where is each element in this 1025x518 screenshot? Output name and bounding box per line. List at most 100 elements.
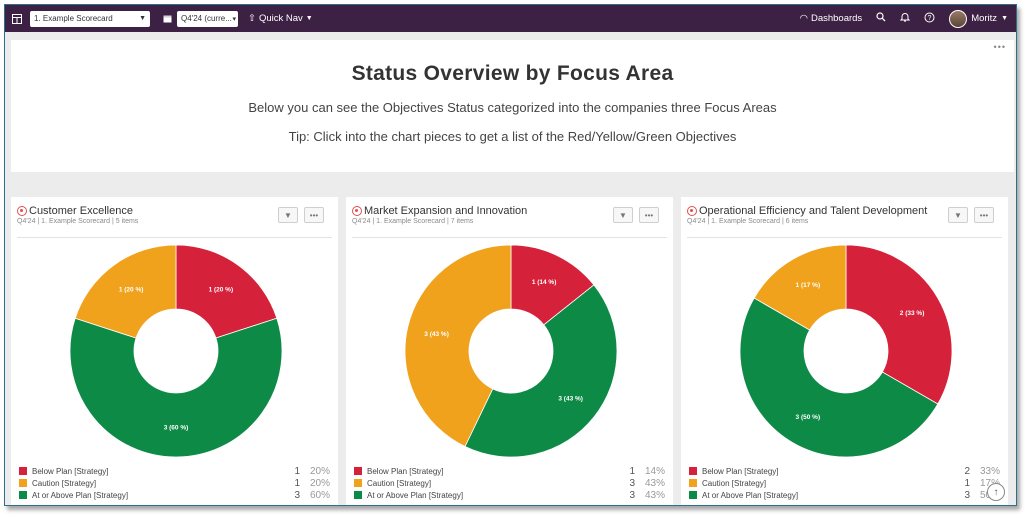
- donut-chart: 2 (33 %) 3 (50 %) 1 (17 %): [739, 244, 953, 458]
- dashboards-label: Dashboards: [810, 13, 863, 24]
- legend-percent: 14%: [644, 465, 665, 477]
- scorecard-select[interactable]: 1. Example Scorecard ▼: [30, 10, 150, 27]
- more-options-icon: •••: [309, 210, 319, 220]
- page-title: Status Overview by Focus Area: [351, 62, 674, 85]
- user-name: Moritz: [971, 13, 998, 24]
- navigation-icon: ⇧: [248, 13, 256, 24]
- scroll-to-top-button[interactable]: ↑: [987, 483, 1005, 501]
- period-select-value: Q4'24 (curre...: [181, 14, 232, 23]
- slice-label: 3 (60 %): [164, 424, 189, 431]
- filter-button[interactable]: ▼: [948, 207, 968, 223]
- chart-legend: Below Plan [Strategy] 1 14% Caution [Strat…: [354, 465, 667, 501]
- slice-label: 1 (20 %): [209, 286, 234, 293]
- chevron-down-icon: ▼: [1001, 15, 1008, 22]
- top-navigation-bar: 1. Example Scorecard ▼ Q4'24 (curre... ▾…: [5, 5, 1016, 32]
- legend-item-caution[interactable]: Caution [Strategy] 1 20%: [19, 477, 332, 489]
- slice-label: 3 (43 %): [558, 396, 583, 403]
- filter-icon: ▼: [619, 210, 627, 220]
- arrow-up-icon: ↑: [993, 486, 999, 498]
- legend-percent: 43%: [644, 489, 665, 501]
- target-icon: [17, 206, 27, 216]
- legend-item-below-plan[interactable]: Below Plan [Strategy] 2 33%: [689, 465, 1002, 477]
- slice-label: 3 (50 %): [796, 414, 821, 421]
- chevron-down-icon: ▼: [305, 15, 313, 22]
- legend-item-at-or-above[interactable]: At or Above Plan [Strategy] 3 43%: [354, 489, 667, 501]
- more-options-button[interactable]: •••: [639, 207, 659, 223]
- gauge-icon: ◠: [799, 13, 808, 24]
- legend-item-caution[interactable]: Caution [Strategy] 3 43%: [354, 477, 667, 489]
- legend-count: 1: [294, 477, 300, 489]
- yellow-swatch: [19, 479, 27, 487]
- legend-count: 1: [629, 465, 635, 477]
- filter-icon: ▼: [954, 210, 962, 220]
- card-subtitle: Q4'24 | 1. Example Scorecard | 6 items: [687, 218, 809, 225]
- legend-count: 3: [629, 477, 635, 489]
- bell-icon[interactable]: [899, 12, 911, 25]
- chart-slice[interactable]: [74, 244, 177, 339]
- chart-slice[interactable]: [510, 244, 595, 326]
- tip-text: Tip: Click into the chart pieces to get …: [288, 129, 737, 144]
- dashboards-link[interactable]: ◠ Dashboards: [800, 13, 863, 24]
- card-subtitle: Q4'24 | 1. Example Scorecard | 7 items: [352, 218, 474, 225]
- description-text: Below you can see the Objectives Status …: [248, 100, 777, 115]
- scorecard-select-value: 1. Example Scorecard: [34, 14, 113, 23]
- legend-percent: 33%: [979, 465, 1000, 477]
- filter-button[interactable]: ▼: [278, 207, 298, 223]
- slice-label: 1 (17 %): [796, 282, 821, 289]
- legend-label: Caution [Strategy]: [367, 478, 432, 488]
- quick-nav-menu[interactable]: ⇧ Quick Nav ▼: [248, 13, 313, 24]
- chart-slice[interactable]: [845, 244, 953, 405]
- green-swatch: [354, 491, 362, 499]
- legend-count: 1: [294, 465, 300, 477]
- chart-slice[interactable]: [739, 297, 939, 458]
- user-menu[interactable]: Moritz ▼: [949, 9, 1008, 28]
- card-subtitle: Q4'24 | 1. Example Scorecard | 5 items: [17, 218, 139, 225]
- donut-chart: 1 (20 %) 3 (60 %) 1 (20 %): [69, 244, 283, 458]
- chart-slice[interactable]: [69, 317, 283, 458]
- legend-count: 1: [964, 477, 970, 489]
- legend-item-below-plan[interactable]: Below Plan [Strategy] 1 20%: [19, 465, 332, 477]
- right-navigation: ◠ Dashboards ? Moritz ▼: [800, 5, 1008, 32]
- grid-menu-icon[interactable]: [10, 12, 24, 26]
- more-options-button[interactable]: •••: [304, 207, 324, 223]
- target-icon: [352, 206, 362, 216]
- legend-item-caution[interactable]: Caution [Strategy] 1 17%: [689, 477, 1002, 489]
- legend-percent: 20%: [309, 477, 330, 489]
- legend-label: Below Plan [Strategy]: [367, 466, 444, 476]
- legend-item-at-or-above[interactable]: At or Above Plan [Strategy] 3 60%: [19, 489, 332, 501]
- donut-chart: 1 (14 %) 3 (43 %) 3 (43 %): [404, 244, 618, 458]
- more-options-button[interactable]: •••: [974, 207, 994, 223]
- chart-slice[interactable]: [464, 284, 618, 458]
- more-options-icon: •••: [979, 210, 989, 220]
- focus-area-card: Operational Efficiency and Talent Develo…: [681, 197, 1008, 505]
- yellow-swatch: [689, 479, 697, 487]
- chart-slice[interactable]: [175, 244, 278, 339]
- period-select[interactable]: Q4'24 (curre... ▾: [177, 10, 238, 27]
- svg-text:?: ?: [928, 15, 932, 22]
- legend-label: At or Above Plan [Strategy]: [367, 490, 464, 500]
- calendar-icon: [160, 12, 174, 26]
- legend-percent: 20%: [309, 465, 330, 477]
- legend-item-below-plan[interactable]: Below Plan [Strategy] 1 14%: [354, 465, 667, 477]
- help-icon[interactable]: ?: [924, 12, 935, 26]
- red-swatch: [689, 467, 697, 475]
- legend-item-at-or-above[interactable]: At or Above Plan [Strategy]350%: [689, 489, 1002, 501]
- legend-count: 2: [964, 465, 970, 477]
- chart-legend: Below Plan [Strategy] 1 20% Caution [Strat…: [19, 465, 332, 501]
- legend-count: 3: [294, 489, 300, 501]
- slice-label: 1 (20 %): [119, 286, 144, 293]
- divider: [17, 237, 332, 238]
- chart-slice[interactable]: [753, 244, 847, 331]
- more-options-icon[interactable]: •••: [993, 42, 1006, 52]
- target-icon: [687, 206, 697, 216]
- chart-legend: Below Plan [Strategy] 2 33% Caution [Strat…: [689, 465, 1002, 501]
- chevron-down-icon: ▼: [139, 14, 146, 22]
- chart-slice[interactable]: [404, 244, 512, 448]
- header-panel: ••• Status Overview by Focus Area Below …: [11, 40, 1014, 172]
- focus-area-card: Customer Excellence Q4'24 | 1. Example S…: [11, 197, 338, 505]
- search-icon[interactable]: [876, 12, 886, 25]
- filter-button[interactable]: ▼: [613, 207, 633, 223]
- chevron-down-icon: ▾: [232, 15, 236, 23]
- red-swatch: [19, 467, 27, 475]
- legend-label: At or Above Plan [Strategy]: [32, 490, 129, 500]
